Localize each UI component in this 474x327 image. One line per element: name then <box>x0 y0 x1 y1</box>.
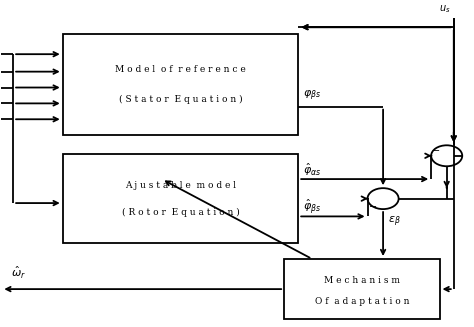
Text: $u_s$: $u_s$ <box>438 3 450 14</box>
Text: $\hat{\varphi}_{\beta s}$: $\hat{\varphi}_{\beta s}$ <box>303 198 321 216</box>
Text: ( S t a t o r  E q u a t i o n ): ( S t a t o r E q u a t i o n ) <box>118 95 242 104</box>
Text: O f  a d a p t a t i o n: O f a d a p t a t i o n <box>315 297 409 306</box>
Text: $\varphi_{\beta s}$: $\varphi_{\beta s}$ <box>303 88 321 103</box>
Text: $-$: $-$ <box>368 200 377 210</box>
Text: ( R o t o r  E q u a t i o n ): ( R o t o r E q u a t i o n ) <box>121 207 239 216</box>
Bar <box>284 259 439 319</box>
Text: M o d e l  o f  r e f e r e n c e: M o d e l o f r e f e r e n c e <box>115 65 246 74</box>
Text: $-$: $-$ <box>431 145 440 154</box>
Text: M e c h a n i s m: M e c h a n i s m <box>324 276 400 284</box>
Bar <box>63 154 298 243</box>
Text: A j u s t a b l e  m o d e l: A j u s t a b l e m o d e l <box>125 181 236 190</box>
Text: $\hat{\varphi}_{\alpha s}$: $\hat{\varphi}_{\alpha s}$ <box>303 161 321 178</box>
Text: $\hat{\omega}_{r}$: $\hat{\omega}_{r}$ <box>11 265 26 281</box>
Bar <box>63 34 298 135</box>
Text: $\varepsilon_{\beta}$: $\varepsilon_{\beta}$ <box>388 215 401 229</box>
